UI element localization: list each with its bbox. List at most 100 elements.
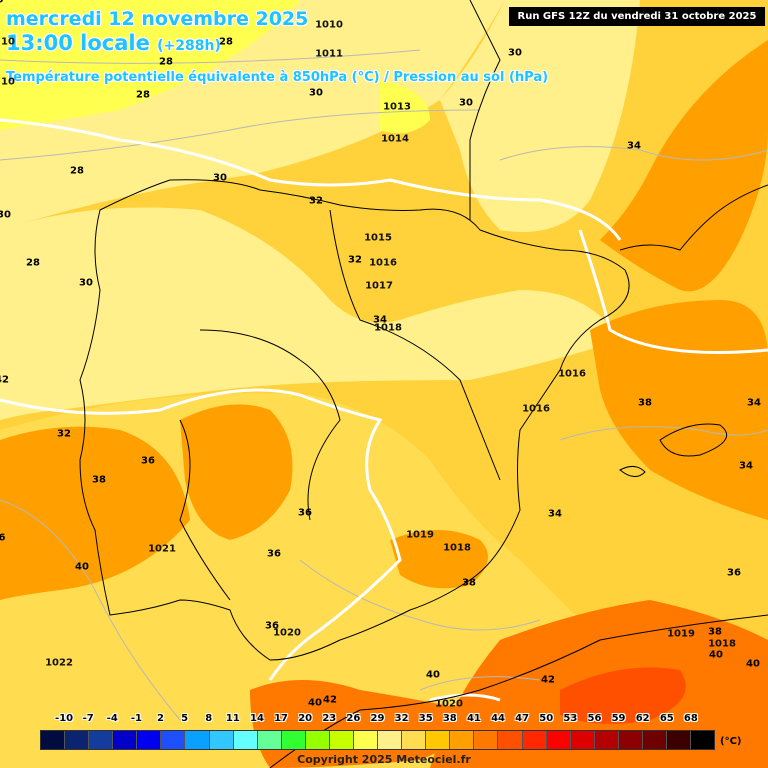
theta-30-b-label: 30 — [459, 97, 473, 109]
color-scale-cell — [354, 731, 379, 749]
isobar-1017-label: 1017 — [365, 280, 393, 292]
isobar-1013-label: 1013 — [383, 101, 411, 113]
legend-tick: -4 — [106, 713, 118, 724]
legend-tick: 26 — [346, 713, 361, 724]
color-scale-cell — [691, 731, 715, 749]
theta-28-b-label: 28 — [159, 56, 173, 68]
color-scale-cell — [281, 731, 306, 749]
theta-34-e-label: 34 — [373, 314, 387, 326]
theta-edge-0-label: 0 — [0, 0, 3, 6]
isobar-1016-valencia-label: 1016 — [522, 403, 550, 415]
color-scale-cell — [474, 731, 499, 749]
isobar-1022-label: 1022 — [45, 657, 73, 669]
isobar-1020-africa-label: 1020 — [435, 698, 463, 710]
theta-30-e-label: 30 — [79, 277, 93, 289]
legend-tick: -1 — [130, 713, 142, 724]
color-scale-cell — [185, 731, 210, 749]
legend-tick: 44 — [491, 713, 505, 724]
theta-40-e-label: 40 — [308, 697, 322, 709]
isobar-1019-south-label: 1019 — [406, 529, 434, 541]
legend-tick: 68 — [683, 713, 698, 724]
isobar-1018-east-label: 1018 — [708, 638, 736, 650]
color-scale-cell — [450, 731, 475, 749]
isobar-1019-east-label: 1019 — [667, 628, 695, 640]
color-scale-cell — [305, 731, 330, 749]
theta-34-c-label: 34 — [747, 397, 761, 409]
theta-30-a-label: 30 — [309, 87, 323, 99]
theta-36-e-label: 36 — [141, 455, 155, 467]
legend-tick: 62 — [635, 713, 650, 724]
legend-tick: 20 — [298, 713, 313, 724]
color-scale-cell — [41, 731, 66, 749]
isobars-grey — [0, 49, 768, 721]
theta-36-b-label: 36 — [267, 548, 281, 560]
isobar-1011-label: 1011 — [315, 48, 343, 60]
color-scale-cell — [546, 731, 571, 749]
legend-tick: 32 — [394, 713, 409, 724]
legend-tick: 29 — [370, 713, 385, 724]
isobar-1021-label: 1021 — [148, 543, 176, 555]
theta-32-c-label: 32 — [348, 254, 362, 266]
legend-tick: 17 — [274, 713, 289, 724]
forecast-date-title: mercredi 12 novembre 2025 — [6, 8, 309, 30]
legend-tick: 47 — [515, 713, 530, 724]
isobar-1010-north-label: 1010 — [315, 19, 343, 31]
isobar-1018-centre-label: 1018 — [374, 322, 402, 334]
legend-tick: 50 — [539, 713, 554, 724]
theta-36-a-label: 36 — [298, 507, 312, 519]
legend-tick: 41 — [466, 713, 481, 724]
theta-34-d-label: 34 — [739, 460, 753, 472]
theta-42-c-label: 42 — [0, 374, 9, 386]
legend-tick: 65 — [659, 713, 674, 724]
theta-38-a-label: 38 — [638, 397, 652, 409]
theta-32-a-label: 32 — [309, 195, 323, 207]
color-scale-cell — [89, 731, 114, 749]
legend-tick: 38 — [442, 713, 457, 724]
theta-30-c-label: 30 — [508, 47, 522, 59]
isobar-10-edge-2-label: 10 — [1, 76, 15, 88]
legend-tick: 11 — [225, 713, 240, 724]
thick-white-lines — [0, 118, 768, 702]
theta-40-c-label: 40 — [746, 658, 760, 670]
theta-36-c-label: 36 — [265, 620, 279, 632]
legend-tick: 14 — [249, 713, 264, 724]
color-scale-cell — [426, 731, 451, 749]
theta-42-b-label: 42 — [541, 674, 555, 686]
theta-28-a-label: 28 — [219, 36, 233, 48]
theta-28-d-label: 28 — [70, 165, 84, 177]
color-scale-cell — [257, 731, 282, 749]
color-scale-bar — [40, 730, 715, 750]
theta-30-f-label: 30 — [0, 209, 11, 221]
parameter-title: Température potentielle équivalente à 85… — [6, 70, 549, 85]
coastline-and-borders — [79, 0, 768, 768]
theta-40-b-label: 40 — [426, 669, 440, 681]
legend-tick: -10 — [55, 713, 74, 724]
theta-28-c-label: 28 — [136, 89, 150, 101]
color-scale-cell — [522, 731, 547, 749]
color-scale-cell — [402, 731, 427, 749]
color-scale-cell — [594, 731, 619, 749]
color-scale-cell — [137, 731, 162, 749]
legend-unit-label: (°C) — [720, 736, 742, 747]
lead-time-label: (+288h) — [157, 38, 221, 54]
color-scale-cell — [329, 731, 355, 749]
legend-tick: 23 — [322, 713, 337, 724]
color-scale-cell — [378, 731, 403, 749]
theta-34-a-label: 34 — [627, 140, 641, 152]
theta-40-d-label: 40 — [709, 649, 723, 661]
isobar-1020-andalusia-label: 1020 — [273, 627, 301, 639]
theta-38-b-label: 38 — [462, 577, 476, 589]
forecast-time-title: 13:00 locale (+288h) — [6, 31, 221, 55]
theta-40-a-label: 40 — [75, 561, 89, 573]
color-scale-cell — [65, 731, 90, 749]
legend-tick: 56 — [587, 713, 602, 724]
legend-tick: 53 — [563, 713, 578, 724]
isobar-1014-label: 1014 — [381, 133, 409, 145]
theta-edge-6-label: 6 — [0, 532, 6, 544]
color-scale-cell — [113, 731, 138, 749]
color-scale-cell — [667, 731, 692, 749]
isobar-1016-north-label: 1016 — [369, 257, 397, 269]
color-scale-cell — [233, 731, 258, 749]
